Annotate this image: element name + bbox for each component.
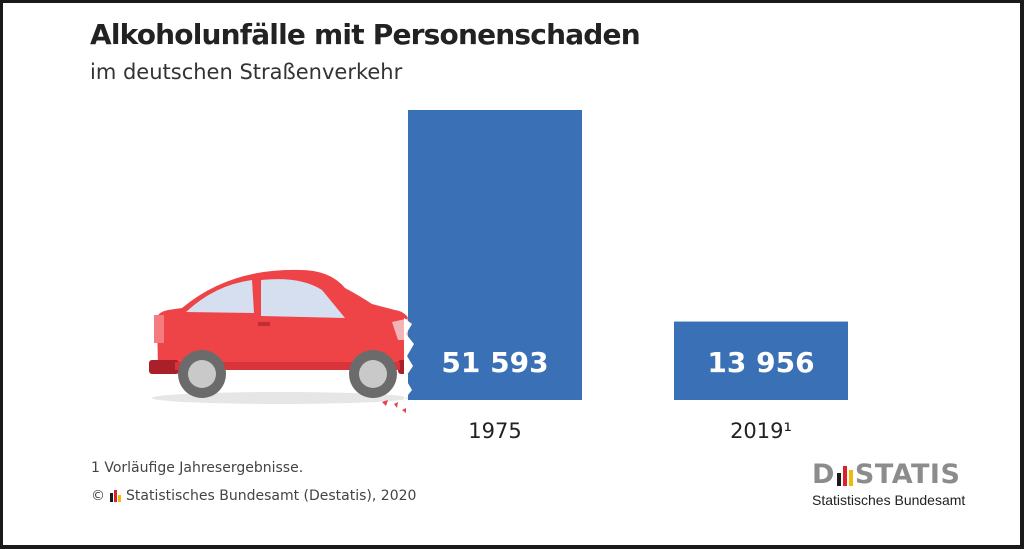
bar-value-label: 13 956 [707, 346, 814, 379]
source-credit: © Statistisches Bundesamt (Destatis), 20… [91, 488, 416, 504]
credit-text: Statistisches Bundesamt (Destatis), 2020 [126, 488, 417, 504]
bar-0 [408, 110, 582, 400]
crash-debris [382, 400, 406, 413]
car-bumper-rear [149, 360, 179, 374]
car-illustration [149, 269, 422, 413]
logo-word-statis: STATIS [854, 459, 961, 490]
car-door-handle [258, 322, 270, 326]
car-sill [175, 362, 400, 370]
car-shadow [152, 392, 408, 404]
destatis-flag-icon [110, 490, 121, 502]
logo-subtitle: Statistisches Bundesamt [812, 492, 966, 508]
car-window-rear [186, 280, 254, 313]
footnote: 1 Vorläufige Jahresergebnisse. [91, 460, 304, 476]
logo-letter-d: D [812, 459, 835, 490]
x-tick-label: 2019¹ [730, 419, 792, 443]
bar-value-label: 51 593 [441, 346, 548, 379]
crash-impact-edge [404, 318, 414, 400]
copyright-symbol: © [91, 488, 105, 504]
chart-subtitle: im deutschen Straßenverkehr [90, 60, 403, 84]
x-tick-label: 1975 [468, 419, 521, 443]
destatis-logo: D STATIS Statistisches Bundesamt [812, 459, 966, 508]
car-tail-light [154, 315, 164, 343]
bar-1 [674, 321, 848, 400]
car-window-front [261, 279, 345, 318]
car-hubcap-rear [188, 360, 216, 388]
car-hubcap-front [359, 360, 387, 388]
logo-flag-bars-icon [836, 466, 853, 486]
chart-title: Alkoholunfälle mit Personenschaden [90, 18, 641, 51]
